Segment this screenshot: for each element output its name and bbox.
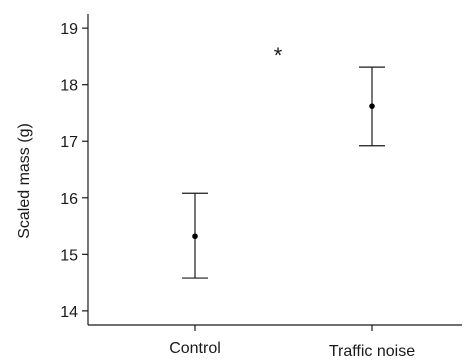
axes-layer: 14 15 16 17 18 19 Control Traffic noise bbox=[60, 14, 462, 360]
mean-point bbox=[192, 233, 198, 240]
y-tick-label: 17 bbox=[60, 134, 78, 151]
significance-annotation: * bbox=[274, 43, 283, 68]
marks-layer bbox=[182, 66, 385, 279]
y-tick-label: 18 bbox=[60, 78, 78, 95]
y-tick-label: 19 bbox=[60, 21, 78, 38]
y-tick-label: 16 bbox=[60, 191, 78, 208]
mean-point bbox=[369, 103, 375, 109]
x-tick-label: Control bbox=[169, 340, 221, 357]
y-tick-label: 14 bbox=[60, 304, 78, 321]
x-tick-label: Traffic noise bbox=[329, 343, 415, 360]
y-tick-label: 15 bbox=[60, 247, 78, 264]
y-axis-label: Scaled mass (g) bbox=[16, 123, 33, 239]
